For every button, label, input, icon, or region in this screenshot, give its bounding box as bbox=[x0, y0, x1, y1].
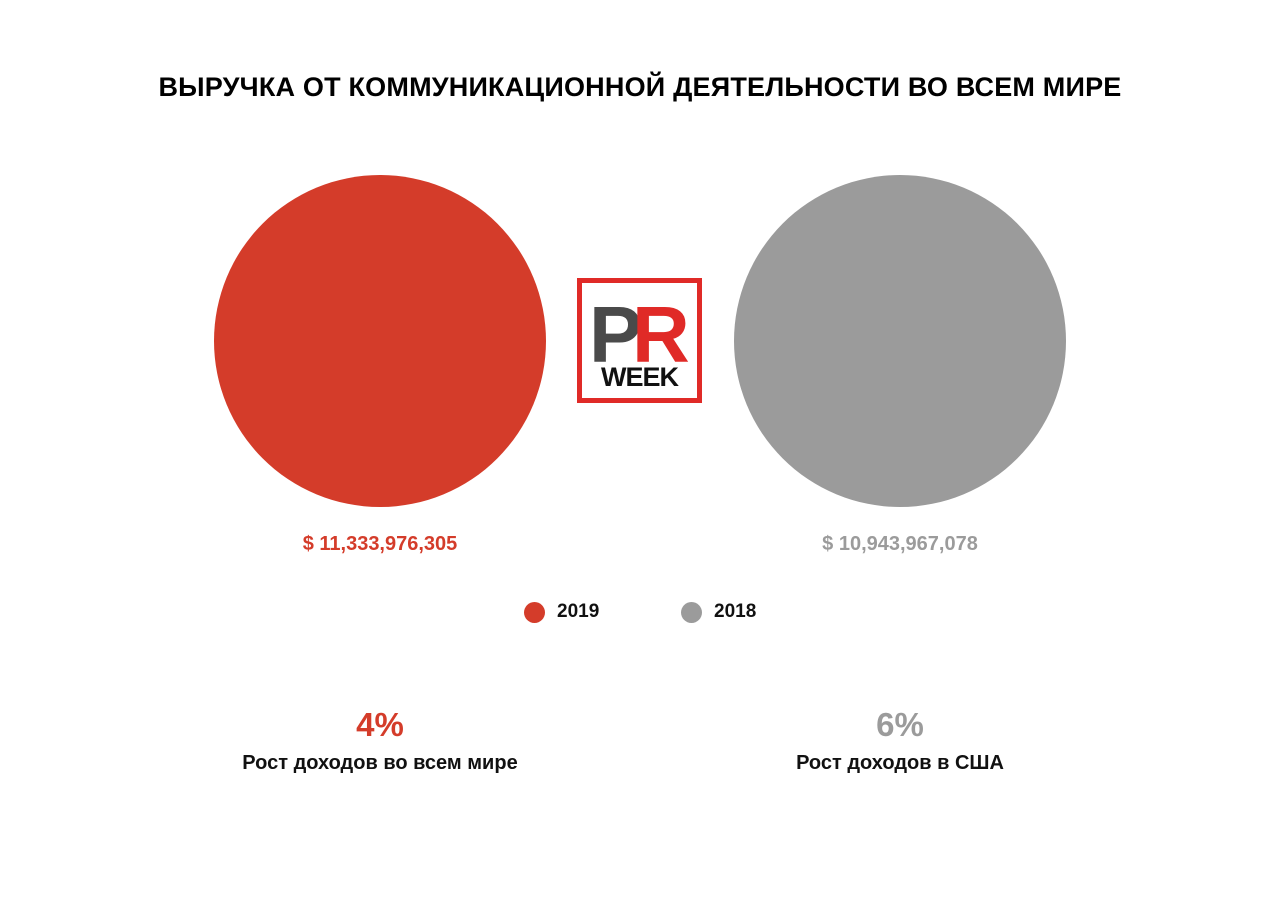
legend-item-2019: 2019 bbox=[524, 600, 599, 624]
legend-item-2018: 2018 bbox=[681, 600, 756, 624]
stat-caption-usa: Рост доходов в США bbox=[796, 752, 1004, 774]
value-label-2018: $ 10,943,967,078 bbox=[822, 533, 978, 555]
chart-title: ВЫРУЧКА ОТ КОММУНИКАЦИОННОЙ ДЕЯТЕЛЬНОСТИ… bbox=[158, 72, 1122, 102]
logo-frame bbox=[577, 278, 702, 403]
circle-2018 bbox=[734, 175, 1066, 507]
stat-caption-global: Рост доходов во всем мире bbox=[242, 752, 518, 774]
logo-word: WEEK bbox=[601, 362, 680, 392]
value-label-2019: $ 11,333,976,305 bbox=[302, 533, 458, 555]
legend-label-2018: 2018 bbox=[714, 601, 757, 622]
pr-week-logo: P R WEEK bbox=[577, 278, 702, 403]
logo-letter-r: R bbox=[632, 290, 690, 379]
legend-dot-2019 bbox=[524, 601, 545, 623]
stat-value-usa: 6% bbox=[876, 706, 924, 743]
stat-value-global: 4% bbox=[356, 706, 404, 743]
legend-dot-2018 bbox=[681, 601, 702, 623]
circle-2019 bbox=[214, 175, 546, 507]
legend-label-2019: 2019 bbox=[557, 601, 600, 622]
